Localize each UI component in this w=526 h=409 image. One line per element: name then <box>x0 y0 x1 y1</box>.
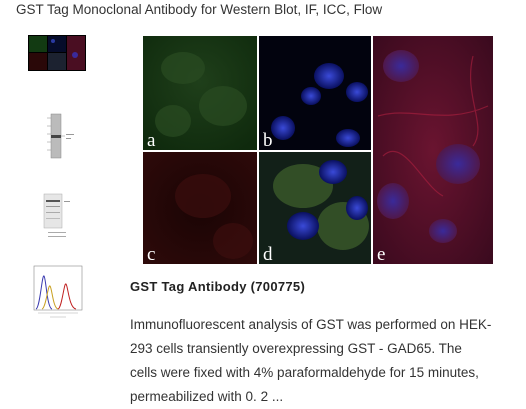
panel-label: c <box>147 244 155 264</box>
caption-line: permeabilized with 0. 2 ... <box>130 389 284 404</box>
panel-label: a <box>147 130 156 151</box>
page-title: GST Tag Monoclonal Antibody for Western … <box>16 2 383 17</box>
caption-line: Immunofluorescent analysis of GST was pe… <box>130 317 492 332</box>
thumbnail-gel[interactable] <box>38 190 78 240</box>
panel-label: d <box>263 244 273 264</box>
panel-label: e <box>377 244 385 264</box>
thumbnail-if[interactable] <box>28 35 86 71</box>
panel-label: b <box>263 130 273 151</box>
caption-title: GST Tag Antibody (700775) <box>130 279 306 294</box>
thumbnail-flow[interactable] <box>30 264 86 320</box>
thumbnail-western-blot[interactable] <box>38 112 78 160</box>
caption-line: 293 cells transiently overexpressing GST… <box>130 341 462 356</box>
caption: Immunofluorescent analysis of GST was pe… <box>130 313 491 409</box>
caption-line: cells were fixed with 4% paraformaldehyd… <box>130 365 479 380</box>
figure[interactable]: a b c d e <box>143 36 493 264</box>
